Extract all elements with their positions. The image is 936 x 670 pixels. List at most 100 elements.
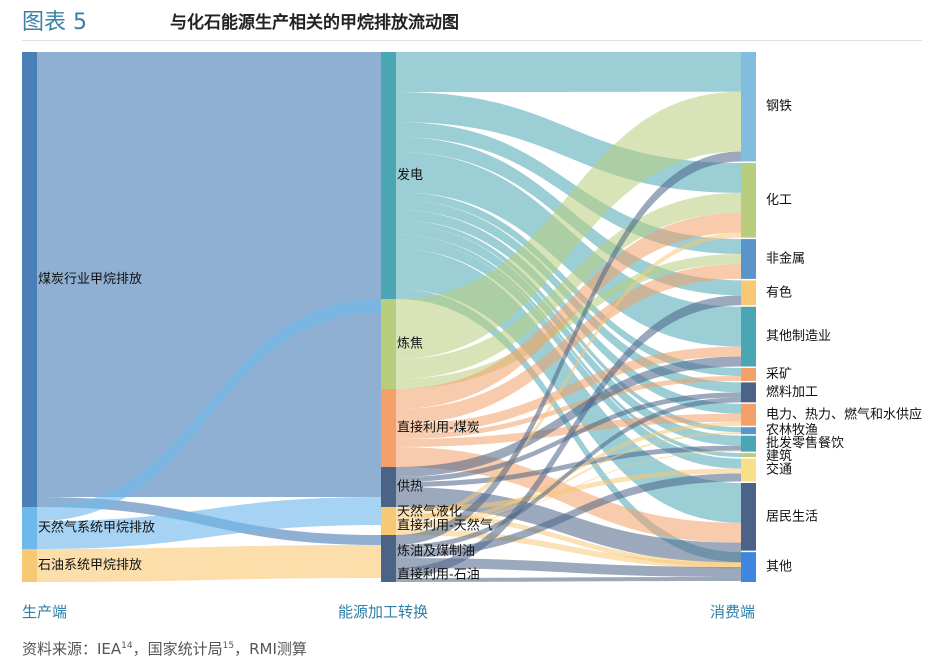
flow-s2-dcoal-to-utility <box>396 413 741 447</box>
flow-s2-power-to-steel <box>396 52 741 92</box>
node-agri <box>741 427 756 435</box>
flow-s2-dgas-to-resid <box>396 529 741 569</box>
label-power: 发电 <box>397 167 423 183</box>
label-dcoal: 直接利用-煤炭 <box>397 420 480 436</box>
node-lng <box>381 507 396 517</box>
flow-s2-lng-to-other <box>396 512 741 568</box>
flow-s2-dgas-to-retail <box>396 450 741 529</box>
node-constr <box>741 453 756 458</box>
flow-s2-coke-to-chem <box>396 192 741 379</box>
node-doil <box>381 568 396 582</box>
node-retail <box>741 435 756 452</box>
node-gas <box>22 507 37 549</box>
flow-s2-refine-to-fuel <box>396 397 741 550</box>
flow-s1-coal-to-power <box>37 52 381 299</box>
flow-s2-power-to-retail <box>396 225 741 446</box>
label-gas: 天然气系统甲烷排放 <box>38 520 155 536</box>
node-power <box>381 52 396 299</box>
label-othermfg: 其他制造业 <box>766 329 831 344</box>
label-nonfer: 有色 <box>766 284 792 300</box>
flow-s2-dcoal-to-othermfg <box>396 346 741 434</box>
node-heat <box>381 467 396 507</box>
node-fuel <box>741 382 756 403</box>
flow-s2-refine-to-steel <box>396 151 741 545</box>
label-doil: 直接利用-石油 <box>397 567 480 583</box>
label-coke: 炼焦 <box>397 337 423 352</box>
column-label-production: 生产端 <box>22 603 68 621</box>
label-nonmetal: 非金属 <box>766 251 805 267</box>
label-dgas: 直接利用-天然气 <box>397 518 493 534</box>
label-steel: 钢铁 <box>766 99 792 114</box>
node-steel <box>741 52 756 162</box>
node-resid <box>741 482 756 551</box>
flows-stage-1 <box>37 52 381 582</box>
flow-s2-dcoal-to-mining <box>396 375 741 439</box>
node-oil <box>22 549 37 582</box>
label-chem: 化工 <box>766 193 792 208</box>
flow-s2-heat-to-retail <box>396 445 741 487</box>
figure-number: 图表 5 <box>22 10 87 35</box>
flow-s1-oil-to-refine <box>37 545 381 572</box>
flow-s2-power-to-nonmetal <box>396 122 741 255</box>
flow-s2-dgas-to-chem <box>396 232 741 522</box>
flow-s2-refine-to-trans <box>396 473 741 558</box>
node-nonfer <box>741 280 756 306</box>
source-suffix: ，RMI测算 <box>234 640 307 658</box>
flow-s2-coke-to-steel <box>396 91 741 360</box>
label-retail: 批发零售餐饮 <box>766 435 844 451</box>
source-sup-2: 15 <box>222 641 235 651</box>
column-label-conversion: 能源加工转换 <box>338 603 429 621</box>
node-dcoal <box>381 389 396 467</box>
source-mid: ，国家统计局 <box>132 640 223 658</box>
flow-s1-gas-to-power <box>37 299 381 521</box>
label-resid: 居民生活 <box>766 509 818 524</box>
source-note: 资料来源：IEA14，国家统计局15，RMI测算 <box>22 638 307 659</box>
label-constr: 建筑 <box>766 448 792 464</box>
flow-s2-power-to-trans <box>396 239 741 469</box>
node-chem <box>741 162 756 238</box>
flows-stage-2 <box>396 52 741 582</box>
flow-s2-doil-to-other <box>396 577 741 582</box>
label-trans: 交通 <box>766 462 792 478</box>
node-nonmetal <box>741 239 756 279</box>
label-heat: 供热 <box>397 480 423 495</box>
label-refine: 炼油及煤制油 <box>397 544 475 559</box>
flow-s2-power-to-other <box>396 289 741 563</box>
node-mining <box>741 367 756 381</box>
source-prefix: 资料来源：IEA <box>22 640 122 658</box>
source-sup-1: 14 <box>121 641 133 651</box>
node-trans <box>741 458 756 482</box>
flow-s1-gas-to-dgas <box>37 517 381 549</box>
node-coal <box>22 52 37 507</box>
node-other <box>741 552 756 582</box>
label-other: 其他 <box>766 560 792 575</box>
flow-s2-heat-to-othermfg <box>396 356 741 477</box>
sankey-nodes <box>22 52 756 582</box>
flow-s2-power-to-fuel <box>396 200 741 393</box>
flow-s2-dgas-to-agri <box>396 432 741 528</box>
title-divider <box>22 40 922 41</box>
flow-s1-coal-to-dcoal <box>37 389 381 467</box>
chart-title: 与化石能源生产相关的甲烷排放流动图 <box>170 13 459 33</box>
label-agri: 农林牧渔 <box>766 423 818 438</box>
label-fuel: 燃料加工 <box>766 384 818 400</box>
node-utility <box>741 403 756 426</box>
flow-s1-oil-to-doil <box>37 568 381 582</box>
label-lng: 天然气液化 <box>397 504 462 520</box>
flow-s2-refine-to-other <box>396 558 741 578</box>
label-coal: 煤炭行业甲烷排放 <box>38 272 142 287</box>
flow-s2-coke-to-nonmetal <box>396 254 741 389</box>
flow-s2-dcoal-to-chem <box>396 212 741 409</box>
flow-s1-gas-to-heat <box>37 497 381 531</box>
column-label-consumption: 消费端 <box>710 603 756 621</box>
node-othermfg <box>741 306 756 367</box>
label-utility: 电力、热力、燃气和水供应 <box>766 406 922 422</box>
node-dgas <box>381 517 396 535</box>
flow-s1-coal-to-heat <box>37 467 381 497</box>
label-mining: 采矿 <box>766 367 792 382</box>
node-coke <box>381 299 396 389</box>
flow-s2-doil-to-nonfer <box>396 295 741 578</box>
flow-s1-gas-to-lng <box>37 507 381 541</box>
